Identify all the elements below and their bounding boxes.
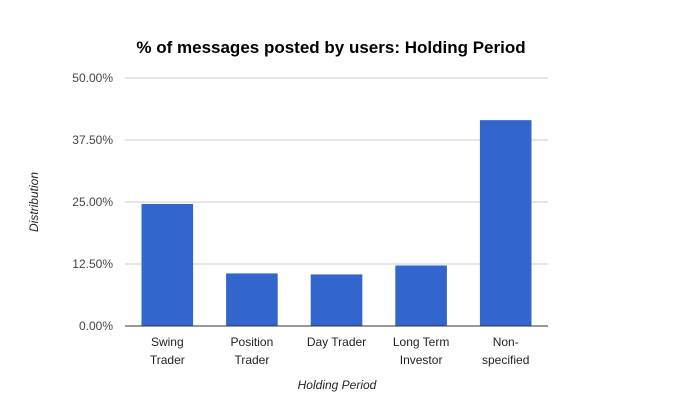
x-axis-ticks: Swing Trader Position Trader Day Trader Long … bbox=[150, 335, 530, 367]
bar bbox=[395, 265, 447, 326]
bar bbox=[310, 274, 363, 326]
y-tick-label: 25.00% bbox=[72, 195, 113, 209]
x-tick-label: Long Term bbox=[393, 335, 449, 349]
bar bbox=[141, 203, 194, 326]
x-tick-label: Non- bbox=[493, 335, 519, 349]
bar bbox=[226, 273, 278, 326]
y-axis-title: Distribution bbox=[27, 172, 41, 232]
y-tick-label: 0.00% bbox=[79, 319, 113, 333]
x-tick-label: Swing bbox=[151, 335, 184, 349]
x-tick-label: Trader bbox=[150, 353, 185, 367]
x-tick-label: Trader bbox=[234, 353, 269, 367]
chart-title: % of messages posted by users: Holding P… bbox=[136, 38, 525, 57]
x-tick-label: Investor bbox=[400, 353, 443, 367]
y-tick-label: 37.50% bbox=[72, 133, 113, 147]
x-tick-label: specified bbox=[482, 353, 529, 367]
x-tick-label: Position bbox=[231, 335, 274, 349]
x-tick-label: Day Trader bbox=[307, 335, 366, 349]
bars bbox=[141, 120, 532, 326]
y-axis-ticks: 0.00% 12.50% 25.00% 37.50% 50.00% bbox=[72, 71, 113, 333]
gridlines bbox=[125, 77, 548, 265]
y-tick-label: 12.50% bbox=[72, 257, 113, 271]
y-tick-label: 50.00% bbox=[72, 71, 113, 85]
bar bbox=[479, 120, 532, 326]
x-axis-title: Holding Period bbox=[298, 378, 377, 392]
